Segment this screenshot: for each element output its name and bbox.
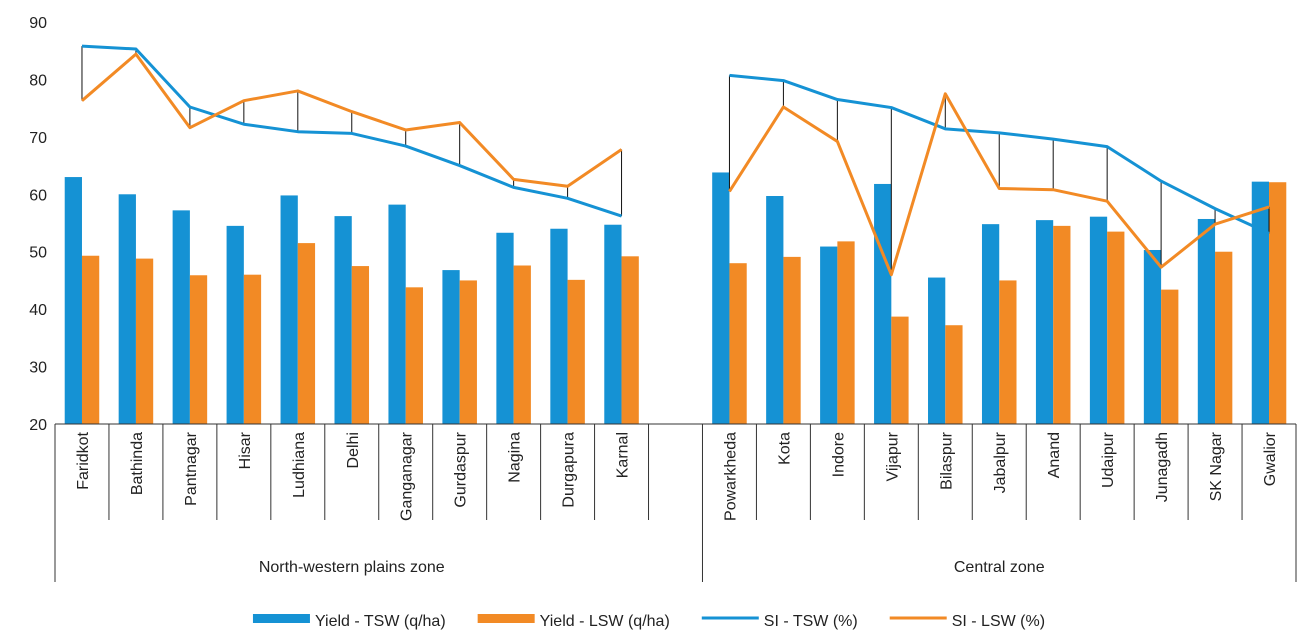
bar (874, 183, 892, 424)
y-tick-label: 70 (29, 130, 47, 147)
x-tick-label: Bathinda (129, 432, 146, 495)
bar (334, 216, 352, 424)
bar (1269, 182, 1287, 424)
x-tick-label: Udaipur (1100, 431, 1117, 488)
bar (64, 177, 82, 424)
bar (928, 277, 946, 424)
x-tick-label: Kota (776, 432, 793, 465)
group-label: North-western plains zone (259, 559, 445, 576)
x-tick-label: Bilaspur (938, 431, 955, 489)
bar (297, 243, 316, 424)
bar (496, 232, 514, 424)
x-tick-label: Jabalpur (992, 431, 1009, 493)
bar (118, 194, 136, 424)
legend-label: Yield - LSW (q/ha) (540, 613, 670, 630)
x-tick-label: Indore (830, 432, 847, 477)
bar (729, 263, 747, 424)
bar (712, 172, 730, 424)
bar (405, 287, 423, 424)
y-tick-label: 30 (29, 360, 47, 377)
bar (621, 256, 639, 424)
legend-swatch (477, 614, 535, 623)
legend-swatch (252, 614, 310, 623)
y-tick-label: 60 (29, 187, 47, 204)
legend-label: Yield - TSW (q/ha) (315, 613, 446, 630)
bar (837, 241, 855, 424)
x-tick-label: Hisar (237, 431, 254, 469)
bar (1053, 225, 1071, 424)
bar (891, 316, 909, 424)
line-series (80, 52, 1270, 277)
bar (1089, 216, 1108, 424)
bar (1161, 289, 1179, 424)
x-tick-label: Durgapura (561, 432, 578, 508)
y-tick-label: 80 (29, 72, 47, 89)
bar (81, 255, 100, 424)
bar (766, 196, 784, 424)
y-tick-label: 20 (29, 417, 47, 434)
bar (1197, 218, 1216, 424)
y-tick-label: 50 (29, 245, 47, 262)
bar (981, 224, 1000, 424)
group-label: Central zone (954, 559, 1045, 576)
y-tick-label: 40 (29, 302, 47, 319)
bar (351, 266, 370, 424)
x-tick-label: Gurdaspur (453, 431, 470, 507)
x-tick-label: Nagina (507, 432, 524, 483)
x-tick-label: Vijapur (884, 431, 901, 481)
bar (1035, 220, 1054, 424)
x-tick-label: Powarkheda (722, 432, 739, 521)
bar (135, 258, 154, 424)
bar (604, 224, 622, 424)
x-tick-label: Ludhiana (291, 432, 308, 498)
line-series (81, 44, 1270, 235)
x-tick-label: Anand (1046, 432, 1063, 478)
x-tick-label: Ganganagar (399, 431, 416, 521)
legend-label: SI - LSW (%) (952, 613, 1045, 630)
bar (243, 274, 262, 424)
bar (1107, 231, 1125, 424)
legend-label: SI - TSW (%) (764, 613, 858, 630)
x-tick-label: Gwalior (1262, 431, 1279, 486)
bar (280, 195, 298, 424)
bar (513, 265, 531, 424)
x-tick-label: SK Nagar (1208, 431, 1225, 501)
x-tick-label: Faridkot (75, 431, 92, 489)
bar (1251, 181, 1270, 424)
bar (459, 280, 477, 424)
bar (226, 225, 244, 424)
bar (999, 280, 1017, 424)
x-tick-label: Karnal (615, 432, 632, 478)
bar (1215, 251, 1233, 424)
bar (567, 279, 585, 424)
bar (550, 228, 568, 424)
bar (172, 210, 190, 424)
bar (820, 246, 838, 424)
bar (442, 270, 460, 424)
x-tick-label: Delhi (345, 432, 362, 468)
bar (783, 256, 801, 424)
bar (388, 204, 406, 424)
bar (189, 275, 208, 424)
x-tick-label: Junagadh (1154, 432, 1171, 502)
bar (945, 325, 963, 424)
bar (1143, 249, 1162, 424)
y-tick-label: 90 (29, 15, 47, 32)
x-tick-label: Pantnagar (183, 431, 200, 506)
